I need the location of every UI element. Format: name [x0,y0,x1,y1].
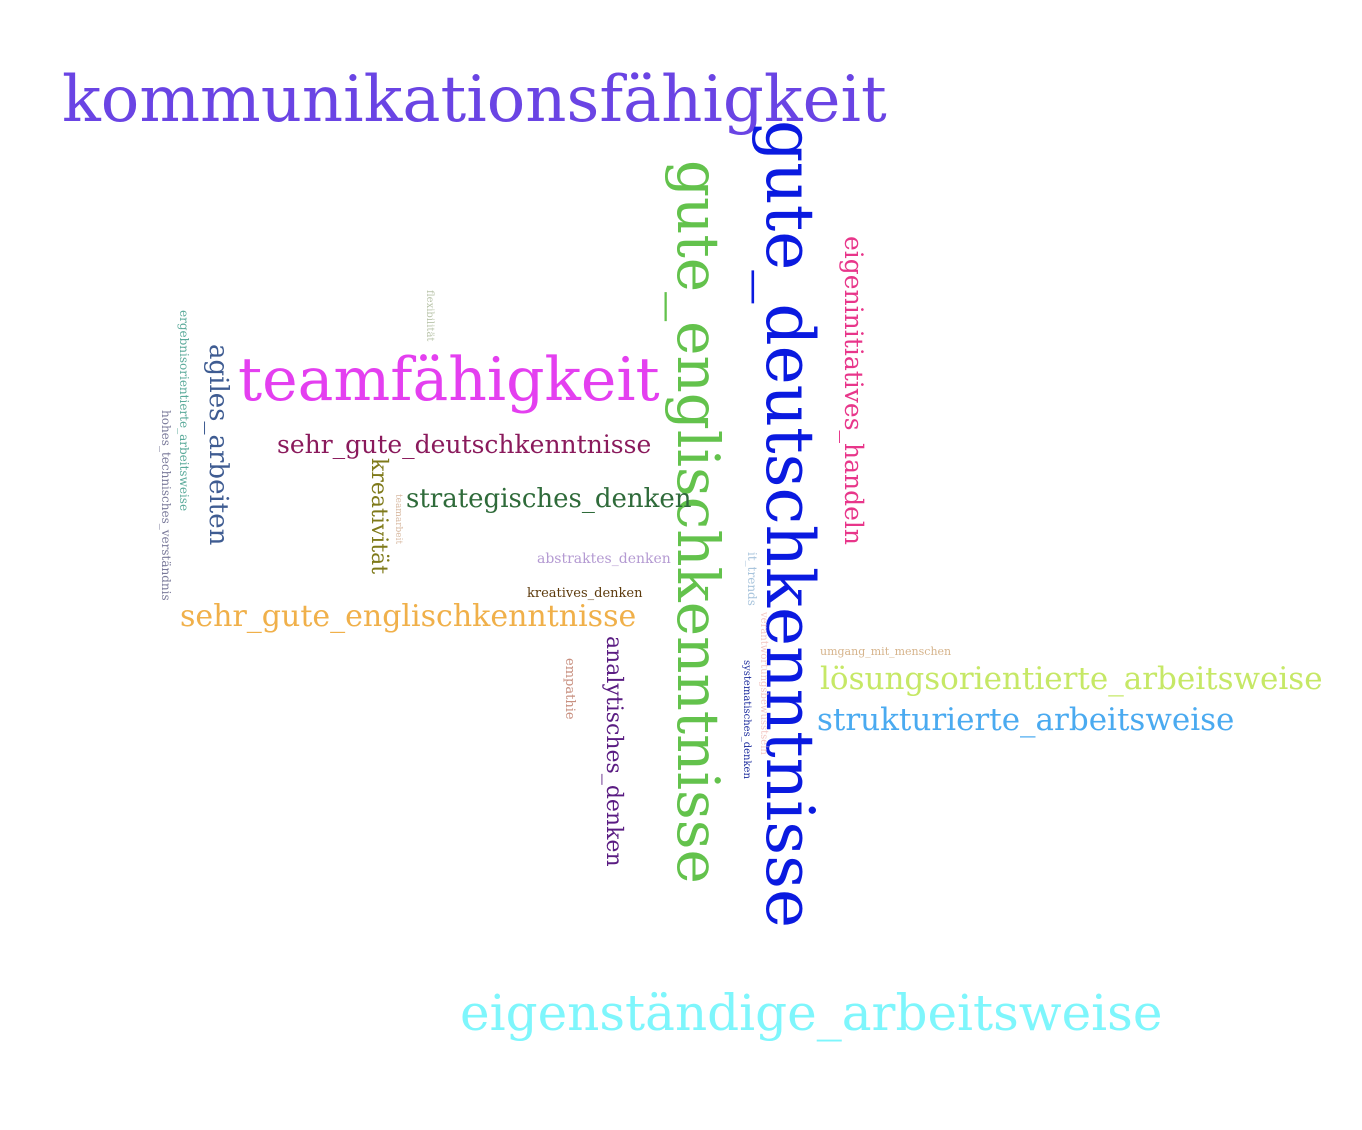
word-kreatives-denken: kreatives_denken [527,586,643,601]
word-umgang-mit-menschen: umgang_mit_menschen [820,645,952,658]
word-flexibilitaet: flexibilität [424,290,435,342]
word-ergebnisorientierte-arbeitsweise: ergebnisorientierte_arbeitsweise [177,310,191,512]
word-agiles-arbeiten: agiles_arbeiten [203,344,233,546]
word-eigeninitiatives-handeln: eigeninitiatives_handeln [839,236,868,546]
word-systematisches-denken: systematisches_denken [741,660,752,779]
word-verantwortungsbewusstsein: verantwortungsbewusstsein [758,612,769,755]
word-loesungsorientierte-arbeitsweise: lösungsorientierte_arbeitsweise [820,661,1323,697]
word-sehr-gute-englischkenntnisse: sehr_gute_englischkenntnisse [180,599,637,634]
word-abstraktes-denken: abstraktes_denken [537,551,671,567]
word-kommunikationsfaehigkeit: kommunikationsfähigkeit [62,63,887,137]
word-strategisches-denken: strategisches_denken [406,484,692,514]
word-kreativitaet: kreativität [366,458,391,575]
word-hohes-technisches-verstaendnis: hohes_technisches_verständnis [159,410,173,601]
word-analytisches-denken: analytisches_denken [601,636,626,867]
word-teamarbeit: teamarbeit [393,494,403,545]
word-strukturierte-arbeitsweise: strukturierte_arbeitsweise [817,702,1235,738]
word-sehr-gute-deutschkenntnisse: sehr_gute_deutschkenntnisse [277,430,652,459]
word-gute-deutschkenntnisse: gute_deutschkenntnisse [751,120,828,929]
word-empathie: empathie [562,658,577,720]
word-eigenstaendige-arbeitsweise: eigenständige_arbeitsweise [460,984,1163,1042]
word-gute-englischkenntnisse: gute_englischkenntnisse [664,160,732,884]
word-it-trends: it_trends [745,552,759,606]
word-teamfaehigkeit: teamfähigkeit [238,345,660,415]
